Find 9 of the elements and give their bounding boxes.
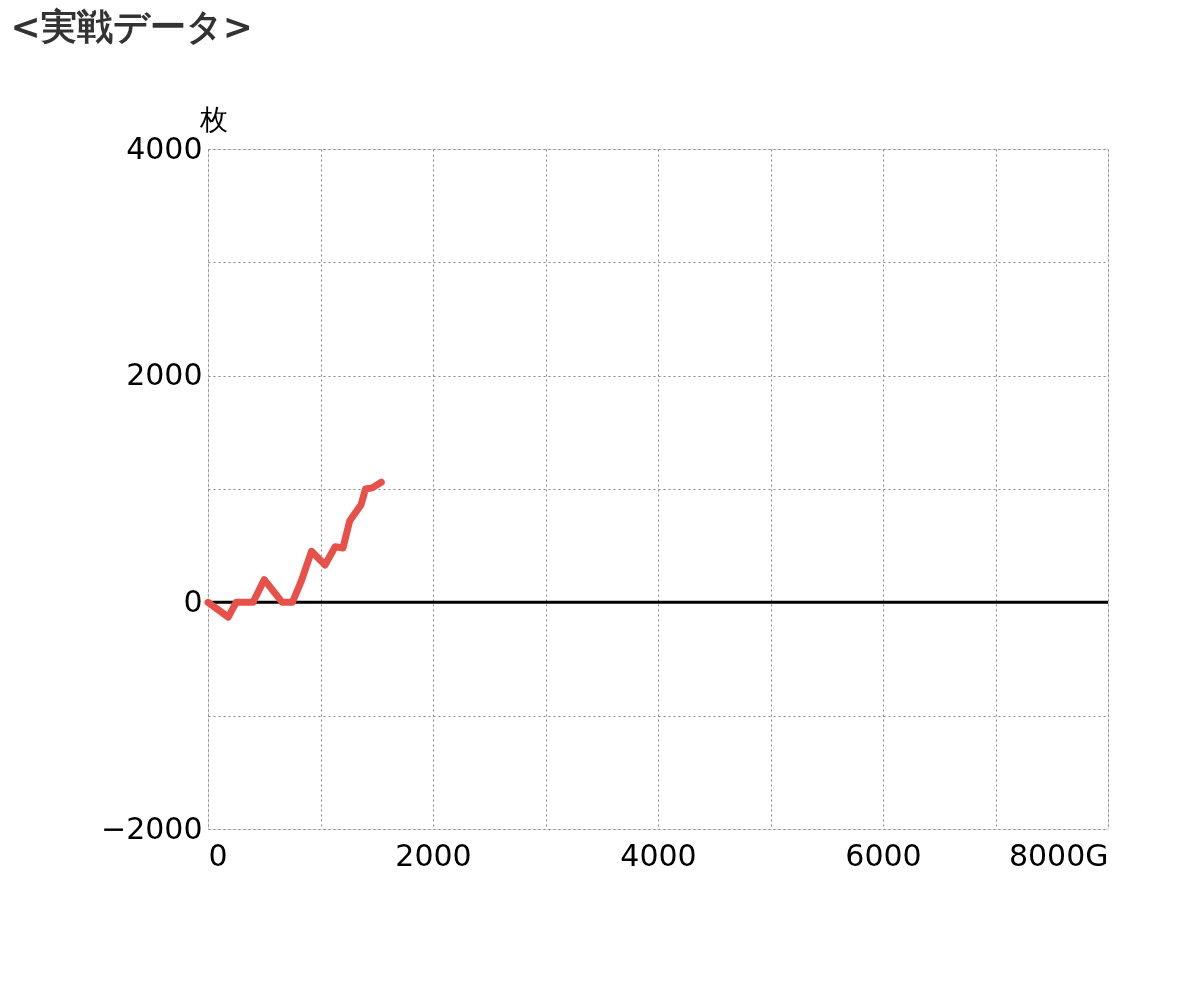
y-tick-label: 2000 [126, 357, 203, 393]
x-tick-label: 8000G [1008, 837, 1109, 873]
chart-title: <実戦データ> [10, 6, 253, 47]
y-tick-label: 0 [183, 583, 203, 619]
x-tick-label: 6000 [845, 837, 922, 873]
y-tick-label: −2000 [101, 810, 203, 846]
x-tick-label: 0 [208, 837, 228, 873]
x-tick-label: 2000 [395, 837, 472, 873]
x-tick-label: 4000 [620, 837, 697, 873]
